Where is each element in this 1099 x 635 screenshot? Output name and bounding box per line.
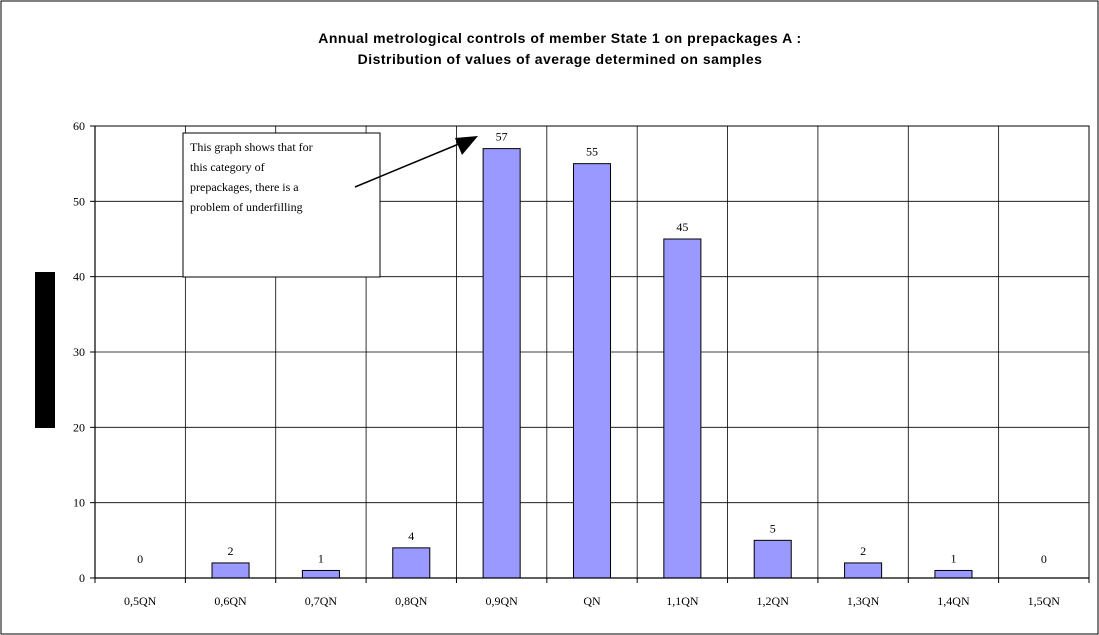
bar — [392, 547, 431, 579]
y-tick-label: 10 — [73, 496, 85, 510]
data-label: 2 — [860, 544, 866, 558]
annotation: This graph shows that for this category … — [182, 132, 478, 278]
bar — [753, 539, 792, 579]
x-tick-label: 1,3QN — [847, 594, 880, 608]
chart-title-line1: Annual metrological controls of member S… — [318, 30, 801, 46]
data-label: 2 — [228, 544, 234, 558]
y-tick-label: 60 — [73, 119, 85, 133]
x-tick-label: 1,4QN — [937, 594, 970, 608]
x-tick-label: 0,6QN — [214, 594, 247, 608]
chart-title-line2: Distribution of values of average determ… — [358, 51, 763, 67]
data-label: 57 — [496, 130, 508, 144]
x-tick-label: 0,5QN — [124, 594, 157, 608]
annotation-arrow-line — [354, 140, 467, 188]
data-label: 4 — [408, 529, 414, 543]
bar — [211, 562, 250, 579]
bar — [572, 163, 612, 579]
data-label: 0 — [137, 552, 143, 566]
bar — [934, 569, 973, 579]
x-tick-label: QN — [583, 594, 601, 608]
data-label: 1 — [318, 551, 324, 565]
x-tick-label: 1,1QN — [666, 594, 699, 608]
annotation-line-1: This graph shows that for — [190, 140, 313, 154]
annotation-text: This graph shows that for this category … — [190, 140, 316, 214]
data-label: 5 — [770, 521, 776, 535]
x-tick-label: 1,5QN — [1028, 594, 1061, 608]
x-tick-label: 0,8QN — [395, 594, 428, 608]
bar — [301, 569, 340, 579]
bar — [482, 148, 521, 579]
y-axis-label-bar — [35, 272, 55, 428]
annotation-line-4: problem of underfilling — [190, 200, 303, 214]
y-tick-label: 50 — [73, 194, 85, 208]
annotation-box — [182, 132, 381, 278]
y-tick-label: 40 — [73, 270, 85, 284]
bar — [844, 562, 883, 579]
data-label: 0 — [1041, 552, 1047, 566]
data-label: 1 — [950, 551, 956, 565]
x-tick-label: 1,2QN — [757, 594, 790, 608]
x-tick-label: 0,7QN — [305, 594, 338, 608]
y-tick-label: 30 — [73, 345, 85, 359]
annotation-arrowhead — [455, 136, 478, 155]
y-tick-label: 20 — [73, 420, 85, 434]
y-tick-label: 0 — [79, 571, 85, 585]
data-label: 45 — [676, 220, 688, 234]
annotation-line-2: this category of — [190, 160, 265, 174]
bar — [663, 238, 702, 579]
annotation-line-3: prepackages, there is a — [190, 180, 299, 194]
x-tick-label: 0,9QN — [485, 594, 518, 608]
data-label: 55 — [586, 145, 598, 159]
